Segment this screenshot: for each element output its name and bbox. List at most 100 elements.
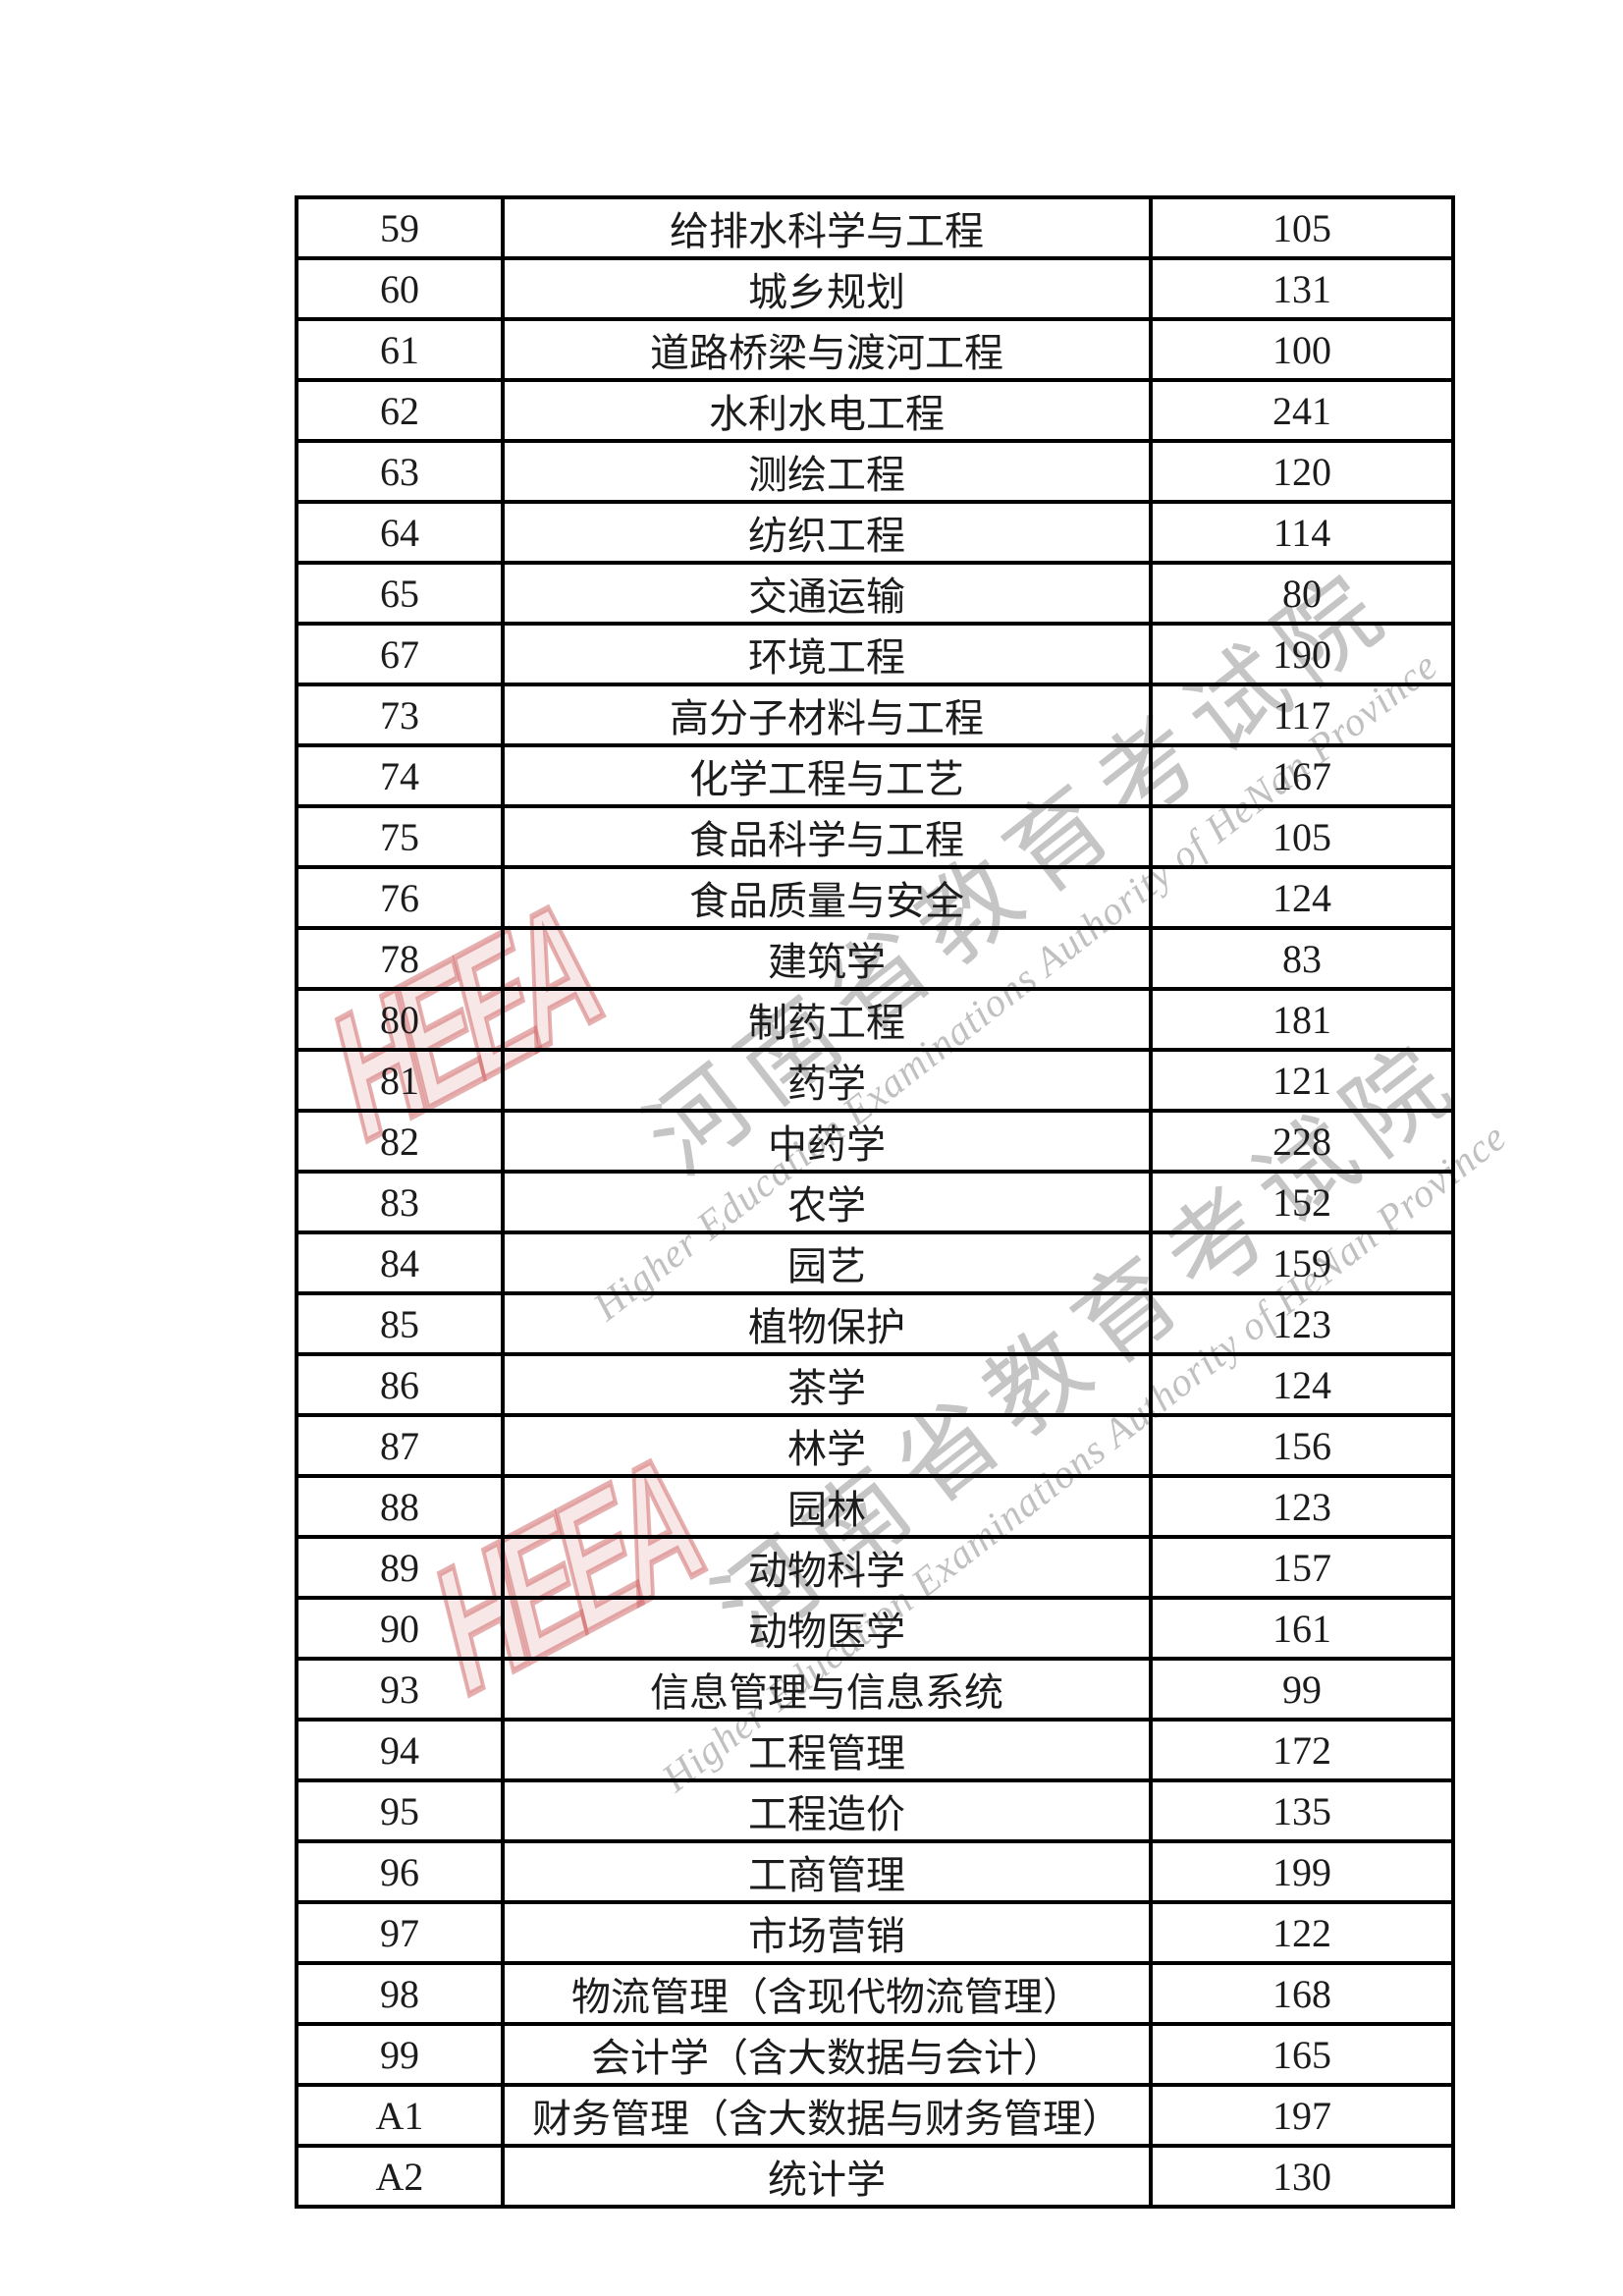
code-cell: 84 (295, 1230, 505, 1295)
major-cell: 工商管理 (501, 1839, 1153, 1904)
code-cell: 76 (295, 865, 505, 930)
count-cell: 105 (1149, 195, 1455, 260)
major-cell: 市场营销 (501, 1900, 1153, 1965)
code-cell: 83 (295, 1170, 505, 1234)
table-row: 75 食品科学与工程 105 (295, 804, 1455, 869)
major-cell: 高分子材料与工程 (501, 683, 1153, 747)
code-cell: 63 (295, 439, 505, 504)
count-cell: 159 (1149, 1230, 1455, 1295)
table-row: 64 纺织工程 114 (295, 500, 1455, 565)
code-cell: 78 (295, 926, 505, 991)
count-cell: 181 (1149, 987, 1455, 1052)
count-cell: 99 (1149, 1657, 1455, 1722)
code-cell: A1 (295, 2083, 505, 2148)
code-cell: 80 (295, 987, 505, 1052)
count-cell: 156 (1149, 1413, 1455, 1478)
major-cell: 道路桥梁与渡河工程 (501, 317, 1153, 382)
table-row: 87 林学 156 (295, 1413, 1455, 1478)
major-cell: 纺织工程 (501, 500, 1153, 565)
major-cell: 工程造价 (501, 1778, 1153, 1843)
code-cell: 59 (295, 195, 505, 260)
count-cell: 241 (1149, 378, 1455, 443)
table-row: 80 制药工程 181 (295, 987, 1455, 1052)
table-row: 88 园林 123 (295, 1474, 1455, 1539)
major-cell: 物流管理（含现代物流管理） (501, 1961, 1153, 2026)
count-cell: 122 (1149, 1900, 1455, 1965)
table-row: 97 市场营销 122 (295, 1900, 1455, 1965)
table-row: 90 动物医学 161 (295, 1596, 1455, 1661)
table-row: 83 农学 152 (295, 1170, 1455, 1234)
count-cell: 167 (1149, 743, 1455, 808)
table-row: A2 统计学 130 (295, 2144, 1455, 2209)
table-row: 76 食品质量与安全 124 (295, 865, 1455, 930)
code-cell: 81 (295, 1048, 505, 1113)
count-cell: 105 (1149, 804, 1455, 869)
major-cell: 测绘工程 (501, 439, 1153, 504)
code-cell: 90 (295, 1596, 505, 1661)
count-cell: 197 (1149, 2083, 1455, 2148)
count-cell: 83 (1149, 926, 1455, 991)
major-cell: 制药工程 (501, 987, 1153, 1052)
count-cell: 190 (1149, 622, 1455, 686)
major-cell: 园艺 (501, 1230, 1153, 1295)
table-row: 73 高分子材料与工程 117 (295, 683, 1455, 747)
major-cell: 农学 (501, 1170, 1153, 1234)
major-cell: 水利水电工程 (501, 378, 1153, 443)
table-row: A1 财务管理（含大数据与财务管理） 197 (295, 2083, 1455, 2148)
code-cell: 87 (295, 1413, 505, 1478)
count-cell: 123 (1149, 1291, 1455, 1356)
table-row: 94 工程管理 172 (295, 1718, 1455, 1782)
major-cell: 食品质量与安全 (501, 865, 1153, 930)
code-cell: 67 (295, 622, 505, 686)
count-cell: 168 (1149, 1961, 1455, 2026)
code-cell: 88 (295, 1474, 505, 1539)
code-cell: 94 (295, 1718, 505, 1782)
table-row: 81 药学 121 (295, 1048, 1455, 1113)
major-cell: 统计学 (501, 2144, 1153, 2209)
major-cell: 建筑学 (501, 926, 1153, 991)
code-cell: A2 (295, 2144, 505, 2209)
code-cell: 89 (295, 1535, 505, 1600)
results-table-body: 59 给排水科学与工程 105 60 城乡规划 131 61 道路桥梁与渡河工程 100 62 水利… (295, 195, 1455, 2209)
table-row: 95 工程造价 135 (295, 1778, 1455, 1843)
code-cell: 60 (295, 256, 505, 321)
major-cell: 信息管理与信息系统 (501, 1657, 1153, 1722)
code-cell: 99 (295, 2022, 505, 2087)
code-cell: 86 (295, 1352, 505, 1417)
count-cell: 130 (1149, 2144, 1455, 2209)
count-cell: 165 (1149, 2022, 1455, 2087)
count-cell: 100 (1149, 317, 1455, 382)
count-cell: 120 (1149, 439, 1455, 504)
major-cell: 植物保护 (501, 1291, 1153, 1356)
major-cell: 动物医学 (501, 1596, 1153, 1661)
table-row: 62 水利水电工程 241 (295, 378, 1455, 443)
table-row: 65 交通运输 80 (295, 561, 1455, 626)
count-cell: 114 (1149, 500, 1455, 565)
table-row: 82 中药学 228 (295, 1109, 1455, 1174)
major-cell: 财务管理（含大数据与财务管理） (501, 2083, 1153, 2148)
table-row: 63 测绘工程 120 (295, 439, 1455, 504)
count-cell: 124 (1149, 1352, 1455, 1417)
count-cell: 135 (1149, 1778, 1455, 1843)
table-row: 86 茶学 124 (295, 1352, 1455, 1417)
results-table: 59 给排水科学与工程 105 60 城乡规划 131 61 道路桥梁与渡河工程 100 62 水利… (295, 195, 1455, 2209)
major-cell: 给排水科学与工程 (501, 195, 1153, 260)
code-cell: 74 (295, 743, 505, 808)
table-row: 74 化学工程与工艺 167 (295, 743, 1455, 808)
code-cell: 96 (295, 1839, 505, 1904)
code-cell: 85 (295, 1291, 505, 1356)
major-cell: 食品科学与工程 (501, 804, 1153, 869)
count-cell: 124 (1149, 865, 1455, 930)
major-cell: 中药学 (501, 1109, 1153, 1174)
major-cell: 化学工程与工艺 (501, 743, 1153, 808)
major-cell: 城乡规划 (501, 256, 1153, 321)
table-row: 98 物流管理（含现代物流管理） 168 (295, 1961, 1455, 2026)
major-cell: 园林 (501, 1474, 1153, 1539)
count-cell: 161 (1149, 1596, 1455, 1661)
table-row: 99 会计学（含大数据与会计） 165 (295, 2022, 1455, 2087)
major-cell: 交通运输 (501, 561, 1153, 626)
code-cell: 61 (295, 317, 505, 382)
major-cell: 药学 (501, 1048, 1153, 1113)
table-row: 89 动物科学 157 (295, 1535, 1455, 1600)
